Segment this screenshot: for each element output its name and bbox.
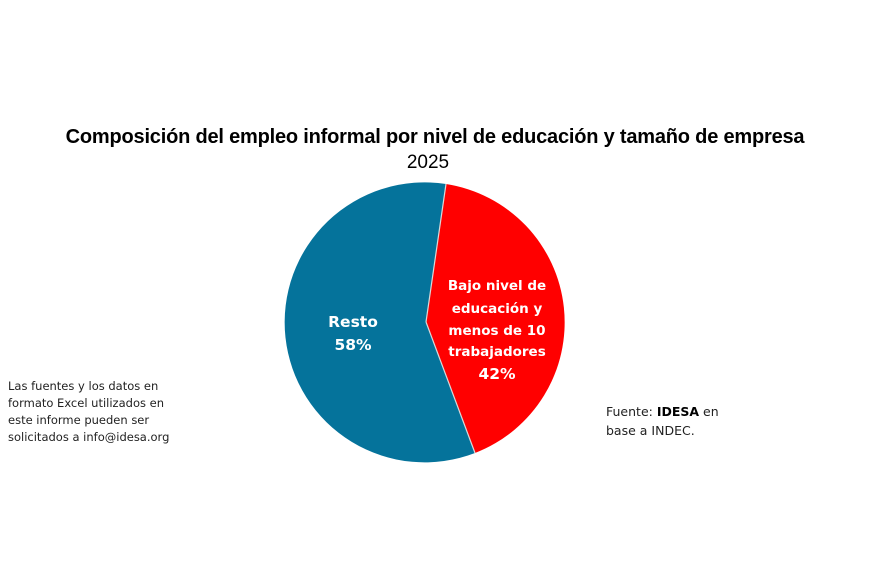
label-bajo-line2: educación y [452, 301, 543, 317]
pie-slice-bajo-nivel [426, 184, 565, 453]
chart-subtitle: 2025 [406, 152, 450, 173]
label-resto-value: 58% [334, 336, 372, 354]
pie-slice-resto [284, 182, 475, 463]
label-bajo-value: 42% [478, 365, 516, 383]
label-bajo-line3: menos de 10 [448, 323, 545, 339]
chart-title: Composición del empleo informal por nive… [65, 126, 805, 148]
label-resto-name: Resto [328, 313, 378, 331]
label-bajo-line1: Bajo nivel de [448, 278, 546, 294]
source-note: Fuente: IDESA en base a INDEC. [606, 404, 719, 438]
label-bajo-line4: trabajadores [448, 344, 546, 360]
data-request-note: Las fuentes y los datos en formato Excel… [8, 379, 170, 444]
source-org: IDESA [656, 404, 700, 419]
